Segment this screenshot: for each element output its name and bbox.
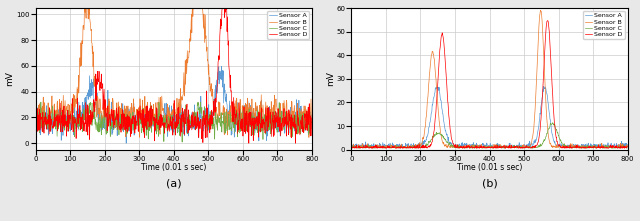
Sensor B	[524, 145, 531, 147]
Line: Sensor B: Sensor B	[351, 10, 627, 148]
Sensor C	[549, 121, 557, 124]
Sensor A	[540, 85, 548, 88]
Sensor D	[200, 124, 207, 126]
Sensor D	[49, 125, 56, 128]
Sensor C	[348, 146, 355, 149]
Sensor C	[179, 141, 186, 143]
Sensor A	[242, 132, 250, 135]
Title: (b): (b)	[482, 179, 497, 189]
Sensor B	[208, 95, 216, 98]
Sensor C	[270, 110, 278, 113]
Sensor D	[241, 132, 249, 135]
Sensor C	[508, 145, 515, 148]
Sensor D	[218, 7, 226, 9]
Legend: Sensor A, Sensor B, Sensor C, Sensor D: Sensor A, Sensor B, Sensor C, Sensor D	[583, 11, 625, 39]
Sensor D	[586, 147, 593, 149]
X-axis label: Time (0.01 s sec): Time (0.01 s sec)	[141, 163, 207, 172]
Sensor B	[308, 119, 316, 122]
Line: Sensor C: Sensor C	[36, 102, 312, 142]
Sensor D	[623, 145, 631, 148]
Y-axis label: mV: mV	[6, 71, 15, 86]
Sensor B	[270, 104, 278, 107]
Sensor D	[32, 126, 40, 128]
Sensor B	[508, 146, 515, 148]
Sensor D	[207, 109, 215, 112]
Line: Sensor B: Sensor B	[36, 8, 312, 137]
Sensor B	[200, 27, 207, 30]
Sensor A	[385, 146, 393, 149]
Line: Sensor C: Sensor C	[351, 123, 627, 148]
Sensor D	[292, 142, 300, 145]
Line: Sensor A: Sensor A	[36, 66, 312, 143]
Sensor B	[241, 102, 249, 105]
Sensor D	[557, 147, 565, 149]
Sensor A	[208, 110, 216, 113]
X-axis label: Time (0.01 s sec): Time (0.01 s sec)	[457, 163, 522, 172]
Sensor C	[209, 122, 216, 125]
Sensor C	[308, 121, 316, 124]
Sensor C	[524, 146, 531, 148]
Sensor B	[81, 7, 89, 9]
Sensor A	[586, 145, 593, 147]
Sensor A	[515, 141, 523, 144]
Sensor A	[308, 118, 316, 121]
Sensor A	[32, 115, 40, 118]
Sensor C	[623, 146, 631, 149]
Sensor D	[192, 117, 200, 120]
Sensor D	[524, 146, 531, 148]
Sensor A	[122, 142, 130, 145]
Sensor C	[557, 140, 565, 142]
Sensor D	[348, 147, 355, 149]
Sensor A	[193, 120, 200, 123]
Sensor B	[364, 146, 372, 149]
Sensor D	[308, 117, 316, 119]
Sensor A	[557, 145, 565, 147]
Sensor C	[586, 147, 593, 149]
Sensor A	[364, 143, 372, 145]
Sensor C	[32, 122, 40, 125]
Sensor C	[49, 118, 57, 120]
Sensor B	[32, 106, 40, 109]
Sensor C	[242, 123, 250, 126]
Sensor A	[218, 65, 225, 68]
Line: Sensor D: Sensor D	[351, 21, 627, 148]
Sensor C	[37, 101, 45, 103]
Sensor C	[614, 147, 621, 150]
Sensor D	[515, 147, 523, 149]
Sensor B	[557, 145, 565, 148]
Sensor B	[537, 9, 545, 12]
Sensor B	[623, 145, 631, 148]
Sensor B	[193, 7, 200, 9]
Sensor D	[270, 119, 278, 122]
Sensor A	[200, 124, 207, 126]
Sensor B	[515, 144, 523, 147]
Sensor C	[364, 146, 372, 149]
Title: (a): (a)	[166, 179, 182, 189]
Sensor B	[49, 118, 56, 120]
Sensor B	[305, 136, 313, 139]
Sensor A	[508, 144, 516, 146]
Sensor C	[515, 146, 523, 149]
Sensor C	[193, 127, 200, 130]
Line: Sensor A: Sensor A	[351, 86, 627, 147]
Sensor A	[623, 145, 631, 148]
Sensor A	[49, 132, 56, 135]
Sensor D	[476, 147, 483, 150]
Y-axis label: mV: mV	[326, 71, 335, 86]
Sensor B	[348, 145, 355, 148]
Sensor D	[364, 146, 372, 149]
Sensor C	[200, 114, 208, 117]
Legend: Sensor A, Sensor B, Sensor C, Sensor D: Sensor A, Sensor B, Sensor C, Sensor D	[268, 11, 309, 39]
Sensor D	[508, 147, 516, 149]
Sensor B	[516, 147, 524, 149]
Line: Sensor D: Sensor D	[36, 8, 312, 143]
Sensor D	[544, 19, 552, 22]
Sensor A	[524, 143, 531, 146]
Sensor A	[270, 122, 278, 124]
Sensor A	[348, 146, 355, 148]
Sensor B	[586, 146, 593, 149]
